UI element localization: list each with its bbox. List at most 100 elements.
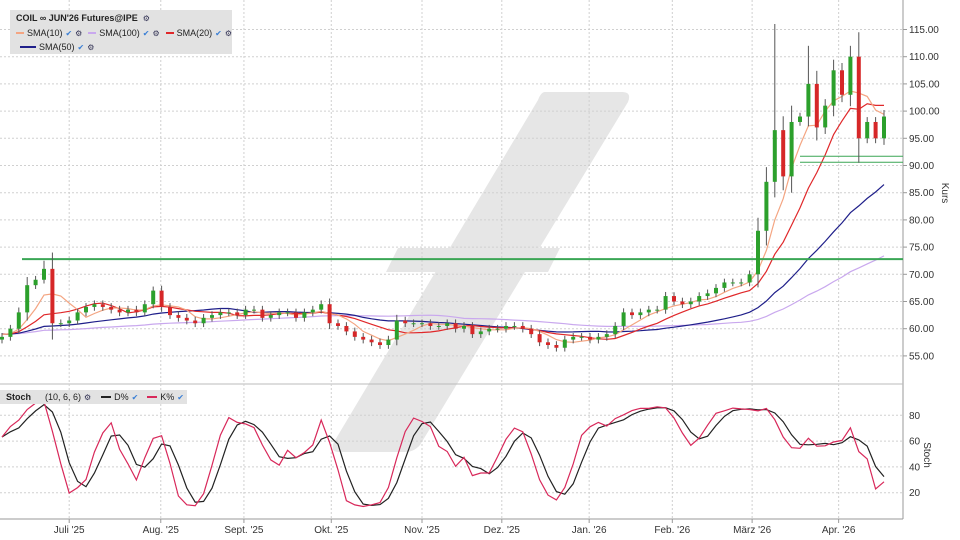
candle-body: [168, 306, 172, 316]
candle-body: [680, 301, 685, 305]
candle-body: [159, 290, 164, 307]
sma10-swatch: [16, 32, 24, 34]
candle-body: [470, 325, 475, 335]
candle-body: [378, 342, 382, 346]
candle-body: [621, 312, 626, 326]
price-tick-label: 115.00: [909, 25, 939, 36]
settings-icon[interactable]: ⚙: [84, 392, 92, 402]
candle-body: [285, 312, 290, 314]
candle-body: [487, 328, 492, 332]
time-tick-label: Apr. '26: [822, 525, 856, 536]
candle-body: [16, 312, 21, 329]
stoch-legend: Stoch (10, 6, 6) ⚙ D% ✔ K% ✔: [0, 390, 187, 404]
candle-body: [588, 336, 592, 340]
time-tick-label: März '26: [733, 525, 771, 536]
price-tick-label: 60.00: [909, 324, 934, 335]
settings-icon[interactable]: ⚙: [75, 28, 83, 38]
settings-icon[interactable]: ⚙: [87, 42, 95, 52]
candle-body: [193, 320, 198, 324]
candle-body: [369, 339, 374, 343]
candle-body: [142, 304, 147, 313]
candle-body: [814, 83, 819, 128]
candle-body: [663, 296, 668, 310]
candle-body: [789, 121, 794, 177]
candle-body: [243, 309, 248, 316]
candle-body: [453, 323, 458, 329]
candle-body: [571, 336, 576, 340]
candle-body: [336, 323, 340, 326]
candle-body: [823, 105, 828, 128]
candle-body: [445, 323, 450, 326]
candle-body: [84, 306, 88, 313]
candle-body: [462, 325, 466, 329]
candle-body: [873, 121, 878, 139]
settings-icon[interactable]: ⚙: [142, 13, 150, 23]
legend-sma10: SMA(10): [26, 28, 63, 38]
price-tick-label: 85.00: [909, 188, 934, 199]
legend-sma20: SMA(20): [176, 28, 213, 38]
candle-body: [268, 315, 273, 318]
sma100-swatch: [88, 32, 97, 34]
candle-body: [781, 130, 786, 177]
candle-body: [840, 70, 844, 95]
checkbox-icon[interactable]: ✔: [65, 28, 73, 38]
checkbox-icon[interactable]: ✔: [142, 28, 150, 38]
time-tick-label: Sept. '25: [224, 525, 264, 536]
candle-body: [310, 309, 315, 313]
candle-body: [495, 328, 500, 330]
candle-body: [294, 312, 298, 318]
stoch-line-d: [1, 403, 885, 507]
settings-icon[interactable]: ⚙: [224, 28, 232, 38]
candle-body: [537, 334, 542, 343]
price-tick-label: 65.00: [909, 297, 934, 308]
candle-body: [856, 56, 861, 139]
candle-body: [411, 323, 416, 325]
price-tick-label: 90.00: [909, 161, 934, 172]
candle-body: [386, 339, 391, 346]
checkbox-icon[interactable]: ✔: [215, 28, 222, 38]
candle-body: [201, 317, 206, 324]
candle-body: [302, 312, 307, 318]
d-swatch: [101, 396, 112, 398]
time-tick-label: Okt. '25: [314, 525, 349, 536]
time-tick-label: Nov. '25: [404, 525, 440, 536]
candle-body: [75, 312, 80, 321]
candle-body: [672, 296, 676, 302]
candle-body: [260, 309, 265, 318]
sma-line-sma10: [1, 90, 885, 343]
candle-body: [319, 304, 324, 310]
candle-body: [772, 130, 777, 182]
candle-body: [806, 83, 811, 117]
candle-body: [352, 331, 357, 337]
checkbox-icon[interactable]: ✔: [77, 42, 85, 52]
sma20-swatch: [165, 32, 174, 34]
candle-body: [730, 282, 735, 284]
candle-body: [403, 320, 408, 324]
time-tick-label: Dez. '25: [484, 525, 521, 536]
stoch-tick-label: 20: [909, 488, 921, 499]
candle-body: [722, 282, 727, 288]
sma50-swatch: [20, 46, 36, 48]
candle-body: [764, 181, 769, 231]
candle-body: [109, 306, 114, 310]
candle-body: [134, 309, 139, 313]
candle-body: [58, 323, 63, 325]
candle-body: [798, 116, 802, 122]
candle-body: [596, 336, 601, 340]
candle-body: [252, 309, 256, 311]
candle-body: [151, 290, 156, 305]
checkbox-icon[interactable]: ✔: [177, 392, 184, 402]
candle-body: [210, 315, 214, 318]
price-tick-label: 75.00: [909, 243, 934, 254]
price-tick-label: 105.00: [909, 79, 940, 90]
legend-k: K%: [160, 392, 175, 402]
candle-body: [0, 336, 4, 340]
candle-body: [394, 320, 399, 340]
stoch-params: (10, 6, 6): [45, 392, 82, 402]
stoch-tick-label: 60: [909, 437, 921, 448]
settings-icon[interactable]: ⚙: [152, 28, 160, 38]
checkbox-icon[interactable]: ✔: [131, 392, 139, 402]
candle-body: [184, 317, 189, 321]
price-tick-label: 55.00: [909, 351, 934, 362]
candle-body: [638, 312, 643, 316]
